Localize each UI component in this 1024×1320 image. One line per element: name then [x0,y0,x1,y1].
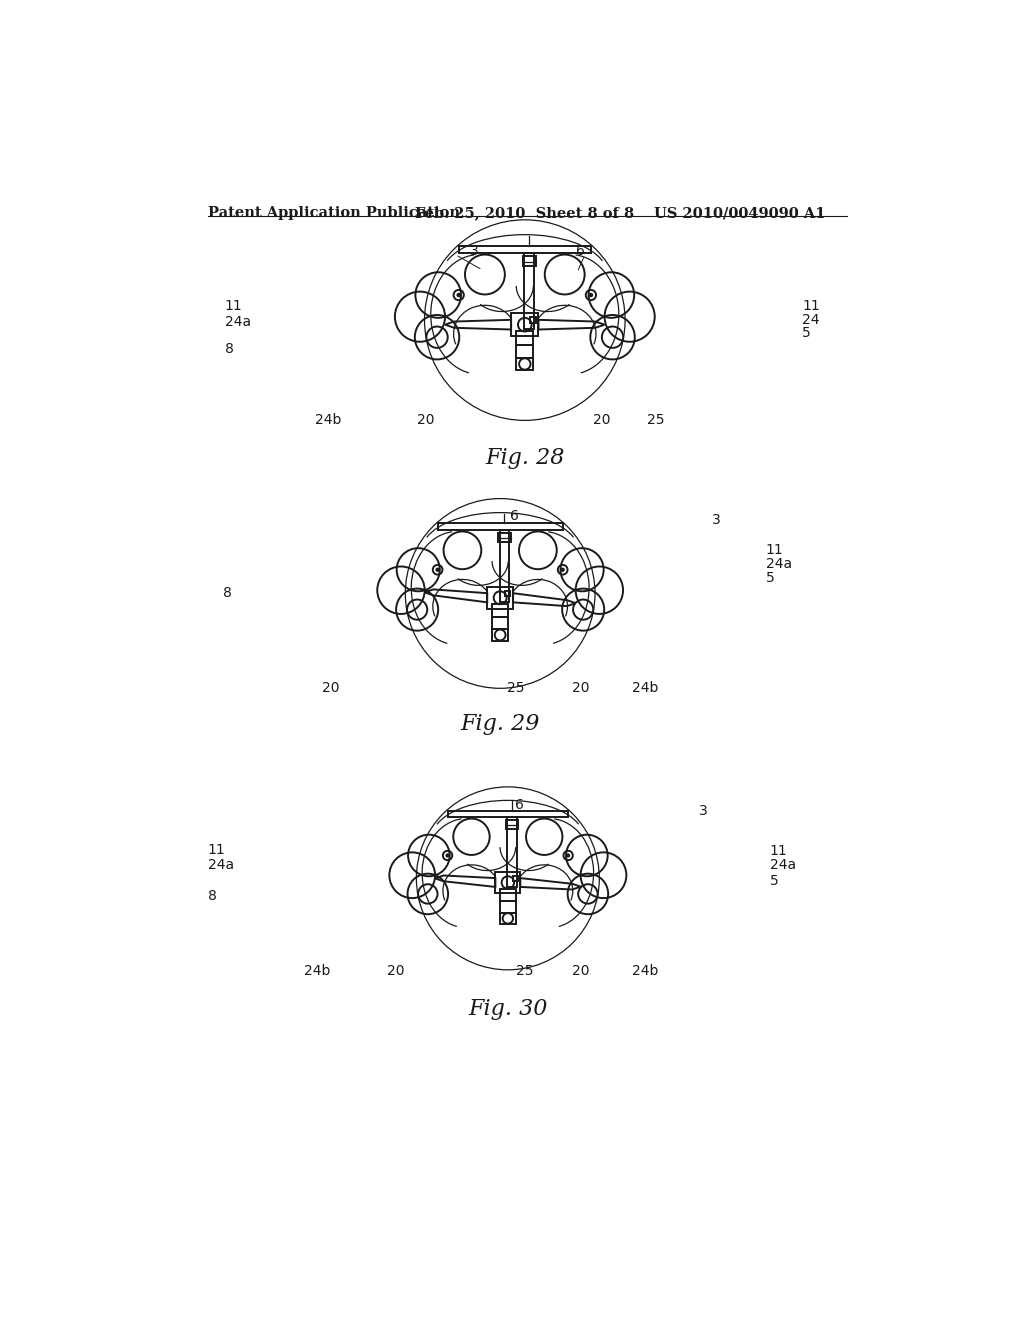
Circle shape [590,293,593,297]
Text: 3: 3 [712,513,721,527]
Circle shape [436,569,439,572]
Text: Fig. 28: Fig. 28 [485,447,564,469]
Text: 11: 11 [224,300,243,313]
Circle shape [566,854,569,857]
Bar [493,630,508,642]
Bar [500,888,516,902]
Text: 11: 11 [770,845,787,858]
Text: 8: 8 [208,890,216,903]
Bar [498,533,511,543]
Text: Feb. 25, 2010  Sheet 8 of 8: Feb. 25, 2010 Sheet 8 of 8 [416,206,635,220]
Bar [500,912,516,924]
Text: 5: 5 [770,874,778,887]
Bar [516,331,534,345]
Bar [500,902,516,912]
Bar [487,587,513,609]
Text: 24b: 24b [304,964,330,978]
Bar [496,873,520,892]
Bar [522,256,537,267]
Text: 24: 24 [802,313,819,327]
Text: 5: 5 [766,572,774,585]
Text: 8: 8 [224,342,233,356]
Bar [513,875,518,880]
Bar [516,345,534,358]
Bar [516,358,534,370]
Text: Fig. 29: Fig. 29 [461,713,540,735]
Text: Patent Application Publication: Patent Application Publication [208,206,460,220]
Text: US 2010/0049090 A1: US 2010/0049090 A1 [654,206,825,220]
Text: 6: 6 [510,510,518,524]
Bar [493,618,508,630]
Text: 20: 20 [572,681,590,696]
Text: 11: 11 [208,843,225,857]
Text: 24a: 24a [766,557,792,572]
Text: 24b: 24b [632,964,658,978]
Text: 25: 25 [507,681,524,696]
Text: 25: 25 [647,413,665,428]
Text: 24b: 24b [632,681,658,696]
Text: 3: 3 [698,804,708,818]
Bar [459,246,591,253]
Bar [530,317,536,323]
Text: 20: 20 [593,413,610,428]
Circle shape [561,569,564,572]
Bar [511,313,539,337]
Bar [500,529,509,602]
Bar [493,605,508,618]
Text: 24a: 24a [208,858,233,873]
Text: 11: 11 [802,300,820,313]
Text: Fig. 30: Fig. 30 [468,998,548,1020]
Text: 5: 5 [802,326,811,341]
Text: 20: 20 [418,413,435,428]
Text: 6: 6 [575,244,585,257]
Text: 24b: 24b [315,413,342,428]
Text: 24a: 24a [224,314,251,329]
Bar [507,817,517,887]
Text: 20: 20 [572,964,590,978]
Bar [447,810,568,817]
Bar [524,253,535,329]
Text: 3: 3 [470,244,479,257]
Text: 8: 8 [223,586,231,601]
Bar [506,820,518,829]
Bar [505,591,510,597]
Bar [437,524,562,529]
Text: 24a: 24a [770,858,796,873]
Text: 11: 11 [766,543,783,557]
Text: 20: 20 [322,681,340,696]
Text: 20: 20 [387,964,404,978]
Text: 6: 6 [515,799,524,812]
Circle shape [457,293,460,297]
Text: 25: 25 [516,964,534,978]
Circle shape [446,854,449,857]
